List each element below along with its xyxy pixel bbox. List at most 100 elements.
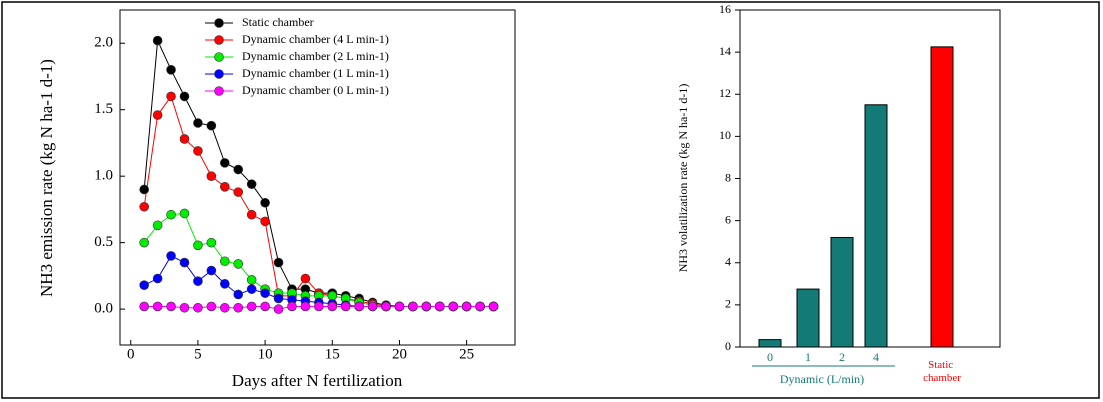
- x-axis-title: Days after N fertilization: [232, 371, 403, 390]
- series-line: [143, 95, 494, 307]
- x-tick-label: 20: [392, 346, 407, 362]
- marker: [327, 291, 338, 301]
- y-axis-title: NH3 volatilization rate (kg N ha-1 d-1): [676, 84, 690, 273]
- marker: [233, 259, 244, 269]
- marker: [421, 301, 432, 312]
- marker: [152, 35, 163, 46]
- marker: [179, 91, 190, 102]
- marker: [139, 301, 149, 312]
- y-tick-label: 2: [725, 297, 731, 311]
- marker: [300, 273, 311, 284]
- marker: [448, 301, 458, 312]
- y-tick-label: 16: [719, 2, 731, 16]
- marker: [260, 197, 270, 208]
- marker: [219, 279, 230, 289]
- y-tick-label: 1.0: [94, 168, 113, 184]
- y-tick-label: 2.0: [94, 35, 113, 51]
- x-tick-label: Static chamber: [923, 359, 961, 384]
- marker: [314, 301, 324, 312]
- bar: [758, 339, 782, 348]
- marker: [152, 273, 163, 284]
- marker: [166, 209, 176, 220]
- legend-label: Dynamic chamber (0 L min-1): [242, 83, 389, 97]
- marker: [193, 276, 203, 286]
- marker: [179, 134, 190, 144]
- y-tick-label: 0.0: [94, 301, 113, 317]
- marker: [152, 110, 163, 120]
- legend-label: Dynamic chamber (4 L min-1): [242, 32, 389, 46]
- marker: [246, 179, 257, 189]
- marker: [287, 301, 297, 312]
- legend-marker: [214, 18, 224, 28]
- legend-label: Dynamic chamber (2 L min-1): [242, 49, 389, 63]
- marker: [179, 257, 190, 268]
- marker: [273, 304, 284, 314]
- marker: [394, 301, 405, 312]
- marker: [139, 280, 149, 290]
- marker: [166, 91, 176, 102]
- x-tick-label: 1: [805, 350, 811, 364]
- x-tick-label: 25: [459, 346, 474, 362]
- marker: [488, 301, 499, 312]
- marker: [193, 118, 203, 128]
- y-tick-label: 6: [725, 212, 731, 226]
- x-tick-label: 5: [194, 346, 202, 362]
- marker: [206, 265, 217, 276]
- group-label: Dynamic (L/min): [780, 372, 864, 386]
- marker: [206, 237, 217, 248]
- series-line: [143, 38, 494, 307]
- x-tick-label: 0: [767, 350, 773, 364]
- x-tick-label: 4: [873, 350, 879, 364]
- marker: [260, 216, 270, 227]
- marker: [179, 208, 190, 219]
- marker: [233, 302, 244, 313]
- marker: [381, 301, 391, 312]
- y-tick-label: 0.5: [94, 234, 113, 250]
- marker: [461, 301, 472, 312]
- marker: [233, 164, 244, 175]
- y-axis-title: NH3 emission rate (kg N ha-1 d-1): [37, 59, 56, 297]
- x-tick-label: 10: [258, 346, 273, 362]
- marker: [139, 237, 149, 248]
- y-tick-label: 1.5: [94, 101, 113, 117]
- x-tick-label: 15: [325, 346, 340, 362]
- marker: [327, 301, 338, 312]
- legend-marker: [214, 35, 224, 45]
- marker: [152, 220, 163, 231]
- marker: [246, 301, 257, 312]
- marker: [179, 302, 190, 313]
- marker: [354, 301, 364, 312]
- bar: [930, 46, 954, 348]
- marker: [233, 289, 244, 300]
- marker: [300, 301, 311, 312]
- marker: [246, 284, 257, 294]
- y-tick-label: 10: [719, 128, 731, 142]
- marker: [233, 187, 244, 197]
- marker: [166, 65, 176, 75]
- legend-marker: [214, 69, 224, 79]
- marker: [246, 209, 257, 220]
- marker: [206, 120, 217, 131]
- bar: [830, 236, 854, 348]
- y-tick-label: 12: [719, 86, 731, 100]
- marker: [166, 301, 176, 312]
- marker: [367, 301, 378, 312]
- legend-marker: [214, 86, 224, 96]
- marker: [193, 240, 203, 251]
- marker: [193, 146, 203, 156]
- marker: [193, 302, 203, 313]
- x-tick-label: 2: [839, 350, 845, 364]
- marker: [408, 301, 418, 312]
- x-tick-label: 0: [127, 346, 135, 362]
- marker: [152, 301, 163, 312]
- marker: [246, 275, 257, 285]
- marker: [139, 184, 149, 195]
- y-tick-label: 0: [725, 339, 731, 353]
- bar: [864, 104, 888, 348]
- marker: [219, 182, 230, 192]
- y-tick-label: 14: [719, 44, 731, 58]
- marker: [273, 257, 284, 268]
- legend-marker: [214, 52, 224, 62]
